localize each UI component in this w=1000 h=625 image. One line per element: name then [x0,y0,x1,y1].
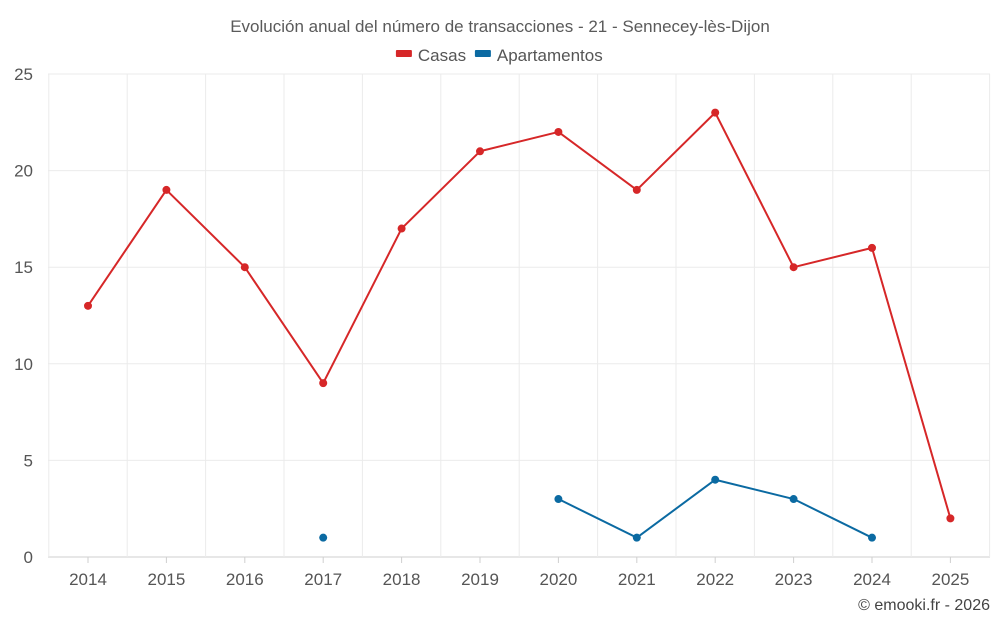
y-tick-label: 15 [14,258,33,277]
x-tick-label: 2015 [147,570,185,589]
data-point [946,514,955,523]
y-tick-label: 10 [14,355,33,374]
y-tick-label: 20 [14,162,33,181]
plot-area [84,108,955,542]
data-point [789,495,798,504]
series-casas [84,108,955,523]
x-tick-label: 2017 [304,570,342,589]
data-point [868,533,876,542]
x-tick-label: 2021 [618,570,656,589]
x-tick-label: 2019 [461,570,499,589]
data-point [554,127,563,136]
data-point [632,533,641,542]
data-point [319,379,328,388]
x-tick-label: 2025 [931,570,969,589]
y-tick-label: 0 [24,548,33,567]
legend-swatch [395,50,412,57]
credit-text: © emooki.fr - 2026 [858,597,990,614]
data-point [240,263,249,272]
legend-item-apartamentos: Apartamentos [474,46,603,65]
x-tick-label: 2018 [383,570,421,589]
data-point [632,185,641,194]
legend-label: Apartamentos [497,46,603,65]
data-point [789,263,798,272]
data-point [162,185,171,194]
x-tick-label: 2014 [69,570,107,589]
data-point [397,224,406,233]
grid [48,73,991,558]
x-tick-label: 2020 [539,570,577,589]
x-tick-label: 2022 [696,570,734,589]
data-point [868,243,876,252]
legend: Casas Apartamentos [395,46,603,65]
data-point [319,533,328,542]
y-axis: 0 5 10 15 20 25 [14,65,33,567]
y-tick-label: 25 [14,65,33,84]
legend-swatch [474,50,491,57]
x-tick-label: 2024 [853,570,891,589]
x-axis: 2014 2015 2016 2017 2018 2019 2020 2021 2022 2023… [69,557,969,589]
series-apartamentos [319,475,876,542]
y-tick-label: 5 [24,451,33,470]
x-tick-label: 2023 [775,570,813,589]
data-point [711,475,720,484]
chart-title: Evolución anual del número de transaccio… [230,17,770,36]
data-point [554,495,563,504]
data-point [711,108,720,117]
series-line [557,478,873,539]
legend-item-casas: Casas [395,46,466,65]
data-point [476,147,484,156]
x-tick-label: 2016 [226,570,264,589]
data-point [84,301,92,310]
series-line [87,111,952,519]
legend-label: Casas [418,46,466,65]
